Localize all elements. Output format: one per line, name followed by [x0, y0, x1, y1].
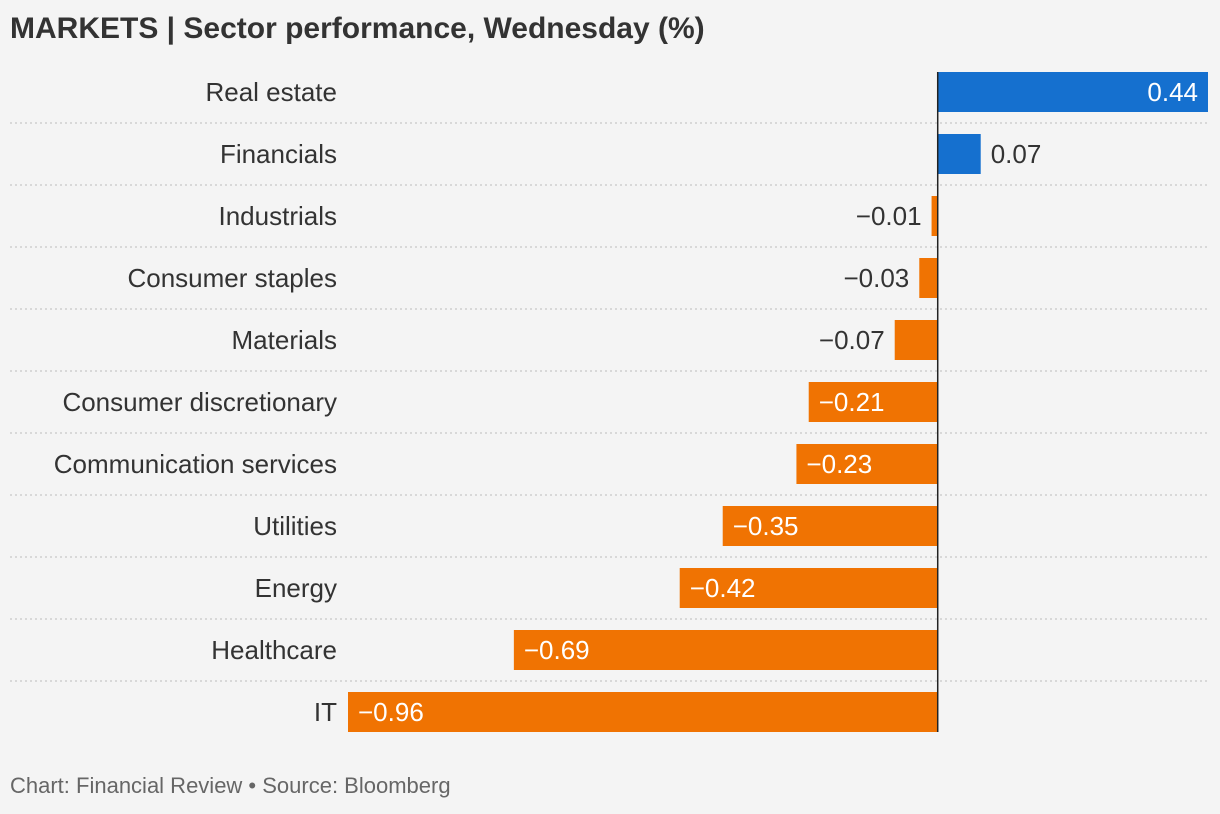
category-label: Industrials: [219, 201, 338, 231]
bar: [937, 134, 981, 174]
value-label: −0.96: [358, 697, 424, 727]
value-label: −0.03: [843, 263, 909, 293]
chart-title: MARKETS | Sector performance, Wednesday …: [10, 12, 705, 45]
bar: [937, 72, 1208, 112]
bar: [808, 382, 938, 422]
bar: [919, 258, 938, 298]
value-label: −0.69: [524, 635, 590, 665]
footer-credit: Chart: Financial Review: [10, 773, 243, 798]
bar: [722, 506, 938, 546]
footer-source: Source: Bloomberg: [262, 773, 451, 798]
bar: [796, 444, 938, 484]
bar: [348, 692, 938, 732]
category-label: Real estate: [205, 77, 337, 107]
value-label: 0.07: [991, 139, 1042, 169]
category-label: Consumer discretionary: [62, 387, 337, 417]
category-label: Energy: [255, 573, 337, 603]
chart-footer: Chart: Financial Review • Source: Bloomb…: [10, 773, 451, 799]
category-label: Consumer staples: [127, 263, 337, 293]
value-label: −0.21: [819, 387, 885, 417]
bar: [513, 630, 938, 670]
category-label: Healthcare: [211, 635, 337, 665]
value-label: −0.23: [806, 449, 872, 479]
category-label: Communication services: [54, 449, 337, 479]
bar: [894, 320, 938, 360]
category-label: Financials: [220, 139, 337, 169]
category-label: Materials: [232, 325, 337, 355]
category-label: Utilities: [253, 511, 337, 541]
value-label: −0.42: [690, 573, 756, 603]
value-label: 0.44: [1147, 77, 1198, 107]
value-label: −0.01: [856, 201, 922, 231]
bar: [931, 196, 938, 236]
category-label: IT: [314, 697, 337, 727]
footer-separator: •: [242, 773, 263, 798]
value-label: −0.35: [733, 511, 799, 541]
bar: [679, 568, 938, 608]
value-label: −0.07: [819, 325, 885, 355]
